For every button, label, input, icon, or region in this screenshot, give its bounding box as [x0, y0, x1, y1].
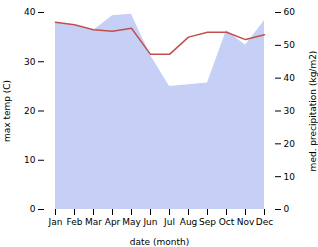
- svg-text:Jul: Jul: [163, 217, 175, 227]
- svg-text:Mar: Mar: [85, 217, 102, 227]
- svg-text:30: 30: [284, 106, 296, 116]
- svg-text:Aug: Aug: [180, 217, 198, 227]
- svg-text:0: 0: [30, 204, 36, 214]
- svg-text:40: 40: [284, 73, 296, 83]
- svg-text:Oct: Oct: [219, 217, 235, 227]
- svg-text:med. precipitation (kg/m2): med. precipitation (kg/m2): [308, 51, 318, 172]
- svg-text:Dec: Dec: [256, 217, 273, 227]
- svg-text:May: May: [122, 217, 141, 227]
- svg-text:date (month): date (month): [130, 237, 189, 247]
- svg-text:30: 30: [24, 57, 36, 67]
- svg-text:Jan: Jan: [48, 217, 63, 227]
- svg-text:Apr: Apr: [105, 217, 121, 227]
- svg-text:Jun: Jun: [142, 217, 157, 227]
- svg-text:Nov: Nov: [237, 217, 255, 227]
- svg-text:50: 50: [284, 40, 296, 50]
- svg-text:10: 10: [284, 172, 296, 182]
- svg-text:60: 60: [284, 7, 296, 17]
- svg-text:max temp (C): max temp (C): [2, 80, 12, 142]
- svg-text:Sep: Sep: [199, 217, 216, 227]
- svg-text:40: 40: [24, 7, 36, 17]
- svg-text:20: 20: [284, 139, 296, 149]
- svg-text:20: 20: [24, 106, 36, 116]
- svg-text:Feb: Feb: [67, 217, 83, 227]
- svg-text:10: 10: [24, 155, 36, 165]
- svg-text:0: 0: [284, 204, 290, 214]
